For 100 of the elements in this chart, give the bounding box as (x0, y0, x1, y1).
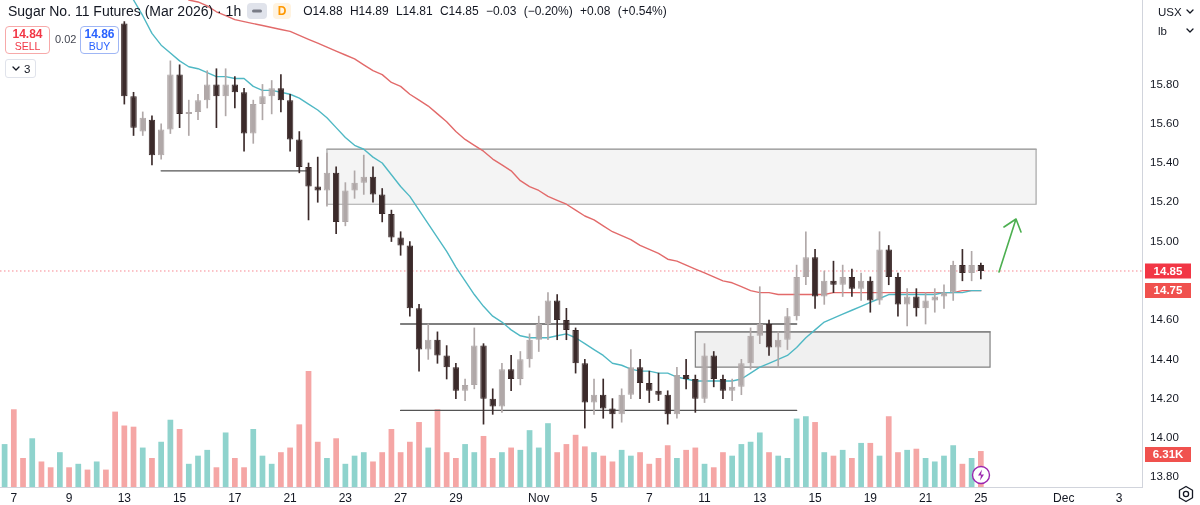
bar (720, 452, 726, 487)
y-tick-label: 15.80 (1150, 77, 1179, 90)
bar (268, 463, 275, 487)
bar (710, 467, 717, 487)
bar (931, 461, 938, 487)
annotation: 3 (24, 62, 31, 75)
x-tick-label: 21 (918, 490, 933, 505)
bar (591, 452, 597, 487)
bar (158, 441, 165, 487)
bar (93, 461, 100, 487)
bar (895, 452, 901, 487)
y-tick-label: 15.60 (1150, 116, 1179, 129)
x-tick-label: 7 (10, 490, 18, 505)
bar (839, 449, 846, 487)
bar (66, 467, 72, 487)
annotation: 14.84 (12, 27, 43, 41)
annotation: 0.02 (55, 33, 77, 45)
x-tick-label: 29 (449, 490, 463, 505)
x-tick-label: 3 (1115, 490, 1123, 505)
bar (545, 423, 551, 487)
bar (195, 455, 201, 487)
candlestick (756, 286, 764, 344)
y-tick-label: 15.40 (1150, 156, 1179, 169)
text: 14.75 (1145, 283, 1191, 298)
bar (821, 452, 828, 487)
bar (20, 458, 26, 487)
annotation: SELL (14, 40, 41, 52)
y-tick-label: 15.20 (1150, 195, 1179, 208)
x-tick-label: 7 (645, 490, 653, 505)
bar (941, 455, 947, 487)
bar (637, 452, 643, 487)
ref-line-label: 14.85 (1153, 264, 1183, 277)
bar (766, 452, 772, 487)
bar (379, 452, 386, 487)
candlestick (268, 80, 275, 115)
bar (287, 447, 293, 487)
bar (664, 445, 671, 487)
bar (471, 452, 478, 487)
x-tick-label: 13 (753, 490, 767, 505)
bar (904, 449, 911, 487)
chart-subtitle: O14.88 H14.89 L14.81 C14.85 −0.03 (−0.20%) +0.08 (+0.54%) (303, 4, 667, 18)
bar (489, 458, 496, 487)
x-tick-label: 27 (393, 490, 408, 505)
x-tick-label: 21 (283, 490, 298, 505)
candlestick (231, 76, 239, 109)
bar (278, 452, 284, 487)
bar (121, 425, 128, 487)
bar (628, 455, 634, 487)
candlestick (774, 331, 782, 368)
bar (729, 455, 736, 487)
x-tick-label: 5 (590, 490, 598, 505)
bar (241, 467, 247, 487)
bar (406, 441, 413, 487)
x-tick-label: 11 (698, 490, 712, 505)
x-tick-label: 25 (974, 490, 988, 505)
bar (554, 452, 561, 487)
bar (867, 442, 874, 487)
bar (250, 429, 257, 487)
bar (535, 447, 542, 487)
bar (139, 447, 146, 487)
x-tick-label: 9 (65, 490, 73, 505)
bar (29, 438, 36, 487)
x-tick-label: 13 (117, 490, 132, 505)
bar (296, 424, 303, 487)
bar (333, 438, 340, 487)
candlestick (489, 388, 496, 415)
candlestick (360, 154, 368, 195)
bar (674, 458, 680, 487)
annotation: BUY (88, 40, 111, 52)
bar (75, 463, 82, 487)
x-tick-label: 15 (808, 490, 823, 505)
text: USX (1158, 5, 1182, 18)
bar (370, 461, 376, 487)
x-tick-label: 23 (338, 490, 353, 505)
x-tick-label: Nov (528, 490, 550, 505)
chart-title: Sugar No. 11 Futures (Mar 2026) · 1h (8, 3, 242, 19)
bar (425, 447, 432, 487)
annotation: D (273, 3, 292, 19)
bar (314, 441, 321, 487)
bar (756, 432, 763, 487)
candlestick (839, 264, 846, 297)
bar (453, 458, 459, 487)
x-tick-label: Dec (1053, 490, 1075, 505)
x-tick-label: 17 (228, 490, 242, 505)
bar (47, 467, 54, 487)
bar (57, 452, 63, 487)
bar (443, 452, 450, 487)
bar (775, 455, 782, 487)
y-tick-label: 14.60 (1150, 313, 1179, 326)
bar (112, 411, 118, 487)
bar (103, 469, 109, 487)
annotation: 14.86 (84, 27, 115, 41)
y-tick-label: 14.40 (1150, 352, 1179, 365)
y-tick-label: 13.80 (1150, 470, 1179, 483)
bar (10, 409, 17, 487)
bar (692, 447, 699, 487)
bar (360, 452, 367, 487)
bar (950, 445, 957, 487)
text: 6.31K (1145, 447, 1191, 462)
bar (517, 449, 524, 487)
